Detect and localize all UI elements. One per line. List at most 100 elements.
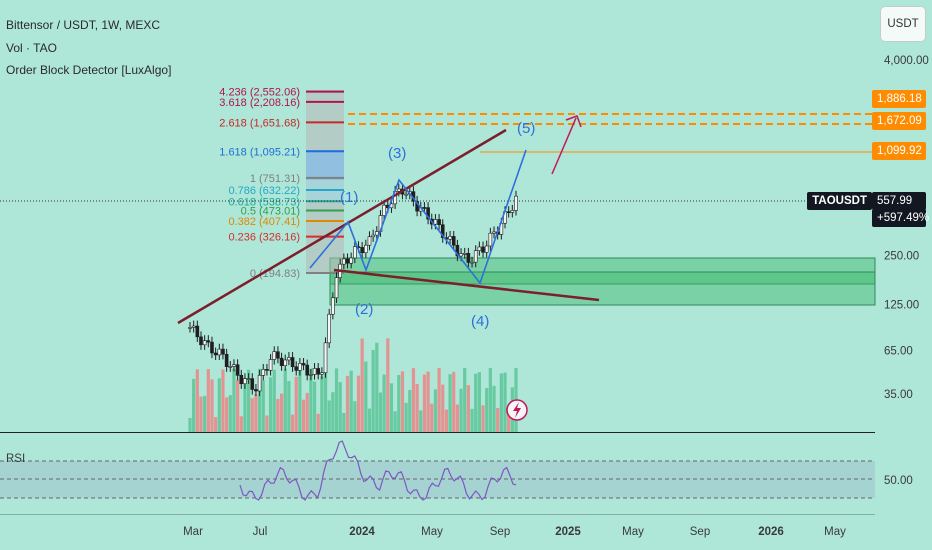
candle-body [448,236,452,240]
time-tick: 2026 [758,526,784,538]
candle-body [510,210,515,213]
volume-bar [268,377,273,432]
candle-body [415,201,419,212]
candle-body [462,253,467,255]
fib-levels: 4.236 (2,552.06)3.618 (2,208.16) 2.618 (1… [219,87,344,280]
candle-body [228,366,233,368]
volume-bar [232,368,236,432]
volume-bar [367,408,372,432]
volume-bar [430,403,434,432]
volume-bar [334,368,339,432]
fib-label: 0 (194.83) [250,268,300,280]
volume-bar [499,373,503,432]
indicator-legend[interactable]: Order Block Detector [LuxAlgo] [6,63,172,77]
wave-label-5: (5) [517,120,535,137]
candle-body [239,375,244,385]
volume-bar [488,368,492,432]
volume-bar [356,375,361,432]
candle-body [404,193,408,196]
price-axis-pane [875,0,932,550]
volume-bar [206,369,210,432]
candle-body [375,231,379,236]
volume-bar [360,338,364,432]
price-tick: 4,000.00 [884,55,929,67]
candle-body [396,188,401,192]
volume-bar [441,384,445,432]
time-tick: May [421,526,443,538]
fib-label: 1.618 (1,095.21) [219,146,300,158]
candle-body [488,232,493,247]
price-axis-ticks: 4,000.00 250.00 125.00 65.00 35.00 [884,55,929,401]
candle-body [224,353,229,367]
candle-body [261,369,266,376]
candle-body [257,374,262,392]
wave-label-1: (1) [340,189,358,206]
volume-bar [408,390,412,432]
resistance-trendline[interactable] [177,128,507,325]
fib-label: 0.786 (632.22) [228,185,300,197]
lightning-icon[interactable] [506,399,528,421]
volume-bar [459,388,463,432]
candle-body [345,258,350,264]
volume-bar [415,383,419,432]
order-block-lower [329,271,876,306]
volume-bar [481,405,485,432]
candle-body [265,369,269,371]
candle-body [243,378,247,385]
candle-body [312,368,317,375]
elliott-wave-path[interactable] [309,149,527,285]
candle-body [440,224,445,238]
volume-bar [411,368,416,432]
candle-body [481,246,485,253]
candle-body [202,340,207,346]
candle-body [451,236,456,246]
volume-bar [261,380,265,432]
volume-bar [250,398,254,432]
change-badge: +597.49% [872,209,929,227]
candle-body [279,357,284,366]
time-tick: May [824,526,846,538]
candle-body [276,351,280,359]
volume-bar [338,382,342,432]
symbol-title[interactable]: Bittensor / USDT, 1W, MEXC [6,18,161,32]
candle-body [294,366,299,371]
volume-bar [294,376,298,432]
volume-bar [331,392,335,432]
volume-bar [452,371,456,432]
time-tick: Sep [690,526,710,538]
volume-bar [503,372,507,432]
volume-bar [247,369,251,432]
fib-label: 0.5 (473.01) [241,205,300,217]
volume-bar [265,415,269,432]
fib-label: 0.236 (326.16) [228,232,300,244]
candle-body [287,357,291,361]
volume-bar [349,370,353,432]
volume-legend[interactable]: Vol · TAO [6,41,57,55]
volume-bar [382,374,386,432]
fib-label: 4.236 (2,552.06) [219,87,300,99]
time-axis: Mar Jul 2024 May Sep 2025 May Sep 2026 May [183,526,846,538]
candle-body [309,374,313,376]
volume-bar [378,392,383,432]
wave-label-4: (4) [471,313,489,330]
candle-body [364,244,368,254]
candle-body [334,277,339,299]
volume-bar [243,377,247,432]
volume-bar [485,388,489,432]
volume-bar [474,373,478,432]
candle-body [250,378,255,390]
volume-bar [188,418,192,432]
candle-body [232,364,236,367]
symbol-badge: TAOUSDT [807,192,872,210]
volume-bar [397,375,401,432]
price-label-1099: 1,099.92 [872,142,926,160]
candle-body [455,244,460,257]
volume-bar [463,368,467,432]
support-trendline[interactable] [333,268,600,302]
projection-arrow [551,117,577,175]
currency-button[interactable]: USDT [880,6,926,42]
volume-bar [323,370,328,432]
candle-body [371,234,375,238]
candle-body [382,204,386,216]
